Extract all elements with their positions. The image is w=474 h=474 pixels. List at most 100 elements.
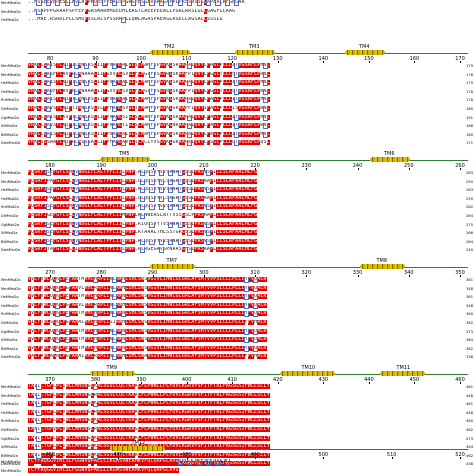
position-number: 130 bbox=[272, 56, 283, 62]
end-position: 262 bbox=[466, 205, 473, 210]
end-position: 240 bbox=[466, 248, 473, 253]
position-number: 240 bbox=[352, 163, 363, 169]
species-name: HsMfsd2a bbox=[1, 295, 19, 300]
species-name: XlMfsd2a bbox=[1, 231, 18, 236]
sequence: TAVILTGFLPLIWLLMHSNGLKALSGSLCQLTKAALFLPW… bbox=[28, 384, 270, 390]
position-number: 290 bbox=[147, 270, 158, 276]
position-tick bbox=[203, 275, 205, 277]
sequence-row: MmMfsd2a ..MSSEEVEPESLLWVLAPPKQRSPPEAGSPG… bbox=[0, 0, 474, 6]
position-tick bbox=[460, 61, 461, 63]
tm-label: TM11 bbox=[396, 365, 411, 371]
sequence: TAVILTGFLPLIWLLMHSNGLKALSGSLCQLTKAALFLPW… bbox=[28, 401, 270, 408]
sequence: VVLYVWLQGKLPEFAATMHHLHRPLLVLAWNLSHLSWSVG… bbox=[28, 294, 267, 301]
species-name: MmMfsd2a bbox=[1, 64, 21, 68]
position-number: 150 bbox=[364, 56, 374, 62]
secondary-structure-row: TM7 TM8 bbox=[28, 258, 468, 270]
species-name: HsMfsd2a bbox=[1, 81, 19, 86]
sequence-row: HsMfsd2b TAVILTGFLPLVWLLMHSNGLRALSGSLCQLT… bbox=[0, 409, 474, 416]
helix-icon bbox=[360, 264, 405, 269]
end-position: 361 bbox=[466, 295, 473, 300]
sequence: VRKLCSAISYLKIFTLANSASLIIFPVAHLAIGLSCMAMF… bbox=[28, 97, 270, 104]
end-position: 464 bbox=[466, 445, 473, 450]
sequence: VRKLSSSAAYLMIFPLASSSALLIFPFAHLAVGLTCMCLY… bbox=[28, 140, 270, 147]
sequence-row: HsMfsd2a VRKLCSAISYLKIFTLANSASLIIFPVAHLAI… bbox=[0, 80, 474, 87]
position-tick bbox=[95, 61, 97, 63]
sequence: VVLYVWLQGKLPEFAATMHHLHRPLLVLAWNLSHLSWSVG… bbox=[28, 337, 267, 344]
species-name: GgMfsd2a bbox=[1, 329, 20, 334]
position-number: 210 bbox=[198, 163, 209, 169]
sequence: PQSRFIPAFGYLSLLVWDGLFLALTPFLIILPNP.GLQGS… bbox=[28, 178, 258, 185]
position-tick bbox=[368, 61, 370, 63]
sequence-row: DrMfsd2a PESRFIGEFGYLSLLVWDGLFLALTPFLIIMP… bbox=[0, 213, 474, 219]
position-tick bbox=[277, 382, 279, 384]
position-number: 390 bbox=[136, 377, 146, 383]
tm-label: TM8 bbox=[376, 258, 388, 264]
position-number: 160 bbox=[409, 56, 420, 62]
sequence-row: MmMfsd2a PQSRFISEFGYLSMLVWDGLFLALTPFLIILP… bbox=[0, 170, 474, 176]
species-name: HsMfsd2a bbox=[1, 18, 19, 23]
end-position: 179 bbox=[466, 64, 473, 68]
species-name: RnMfsd2a bbox=[1, 419, 19, 424]
sequence-row: HsMfsd2b VRKLCSASFYLAVFPLANAAALIIFGVVHLSV… bbox=[0, 88, 474, 95]
sequence: VILYTWLSGKLPGFAAALHHLHRPLLIIAWHLSHLSWSVG… bbox=[28, 320, 267, 326]
species-name: GgMfsd2a bbox=[1, 115, 20, 120]
sequence: TAVILTGFLPLVWLLMHSNGLRALSGSLCQLTKAALFLPW… bbox=[28, 392, 270, 399]
sequence: PQSRFISEFGYLSLLVWDGLFLALTPFLIILPNPLRTAAA… bbox=[28, 230, 258, 237]
position-tick bbox=[50, 382, 51, 384]
sequence: VRKLCSAISYLKVFTLANSASLIIFPVAHLSIGLSCMAMF… bbox=[28, 114, 270, 121]
position-number: 350 bbox=[455, 270, 465, 276]
position-tick bbox=[50, 457, 51, 459]
tm-label: TM10 bbox=[301, 365, 316, 371]
position-tick bbox=[414, 382, 416, 384]
sequence: VRKLCSAISYLKIFTLANSASLIIFPVAHLAIGLSCMAMF… bbox=[28, 80, 270, 87]
position-number: 100 bbox=[136, 56, 146, 62]
position-tick bbox=[460, 168, 461, 170]
helix-icon bbox=[110, 446, 165, 451]
sequence-row: MmMfsd2b VRKLCSASFYLAVFPLANAAALIIFGVVHLSV… bbox=[0, 71, 474, 78]
sequence-row: GgMfsd2a PQSRFISEFGYLSMLVWDGLFLALTPFLIILP… bbox=[0, 221, 474, 228]
sequence: VRKLCSAVSYLKIFTLANSASLIIFPVAHLTIGLSCMAMF… bbox=[28, 123, 270, 130]
sequence: TAVILTGFLPLIWLLMHSNGLKALSGSLCQLTKAALFLPW… bbox=[28, 435, 270, 442]
species-name: XlMfsd2a bbox=[1, 445, 18, 450]
sequence-row: MmMfsd2b ..MSAPPPGRAAPSPFEPPGRSMARHMGEDHL… bbox=[0, 8, 474, 15]
end-position: 438 bbox=[466, 462, 473, 467]
position-ruler: 370 380 390 400 410 420 430 440 450 460 bbox=[28, 377, 468, 384]
sequence-row: DmMfsd2b VALYAWLAGRLPGFAAALHHLRRPLLVLAWHL… bbox=[0, 354, 474, 361]
tm-label: TM9 bbox=[106, 365, 118, 371]
sequence-row: DmMfsd2b PQSRFITAFGYLSLLIWDGLFLALTPFLIILP… bbox=[0, 247, 474, 254]
position-number: 110 bbox=[181, 56, 192, 62]
position-tick bbox=[277, 61, 279, 63]
end-position: 178 bbox=[466, 98, 473, 103]
position-number: 370 bbox=[45, 377, 55, 383]
position-tick bbox=[50, 168, 51, 170]
sequence: VRKLCSAISYLKIFTLANSASLIIFPVAHLAIGLSCMAMF… bbox=[28, 63, 270, 69]
position-tick bbox=[368, 382, 370, 384]
position-number: 510 bbox=[386, 452, 397, 458]
species-name: DmMfsd2b bbox=[1, 355, 21, 360]
species-name: DmMfsd2b bbox=[1, 141, 21, 146]
position-number: 520 bbox=[455, 452, 465, 458]
end-position: 460 bbox=[466, 419, 473, 424]
sequence-row: MmMfsd2a TCYFAQGGVIMLSLFGGWVQPAELLLKGMSVW… bbox=[0, 459, 474, 465]
position-ruler: 460 470 480 490 500 510 520 bbox=[28, 452, 468, 459]
position-number: 490 bbox=[250, 452, 260, 458]
position-tick bbox=[203, 168, 205, 170]
position-number: 170 bbox=[455, 56, 465, 62]
species-name: BtMfsd2a bbox=[1, 453, 18, 458]
position-number: 280 bbox=[96, 270, 107, 276]
species-name: DrMfsd2a bbox=[1, 214, 19, 218]
position-ruler: 80 90 100 110 120 130 140 150 160 170 bbox=[28, 56, 468, 63]
sequence: TAAILTGFVPLVWLLMHSNSLRALSGSLCQLTKAGLFLPW… bbox=[28, 427, 270, 433]
species-name: HsMfsd2b bbox=[1, 89, 19, 94]
secondary-structure-row: TM5 TM6 bbox=[28, 151, 468, 163]
sequence-row: MmMfsd2b TAVILTGFLPLVWLLMHSNGLRALSGSLCQLT… bbox=[0, 392, 474, 399]
species-name: GgMfsd2a bbox=[1, 436, 20, 441]
species-name: DrMfsd2a bbox=[1, 107, 19, 111]
sequence: VRKLCSASFYLAVFPLANAAALIIFGVVHLSVGLFCMGVF… bbox=[28, 88, 270, 95]
position-tick bbox=[152, 275, 154, 277]
sequence: PQSRFISEFGYLSMLVWDGLFLALTPFLIILPNP.RLQGS… bbox=[28, 238, 258, 245]
end-position: 362 bbox=[466, 346, 473, 351]
sequence: ...MAE.RSRDLPLLSMDPSSLRLSPSSRRPLLQWLAGAS… bbox=[28, 17, 223, 24]
end-position: 179 bbox=[466, 81, 473, 86]
position-tick bbox=[255, 457, 256, 459]
